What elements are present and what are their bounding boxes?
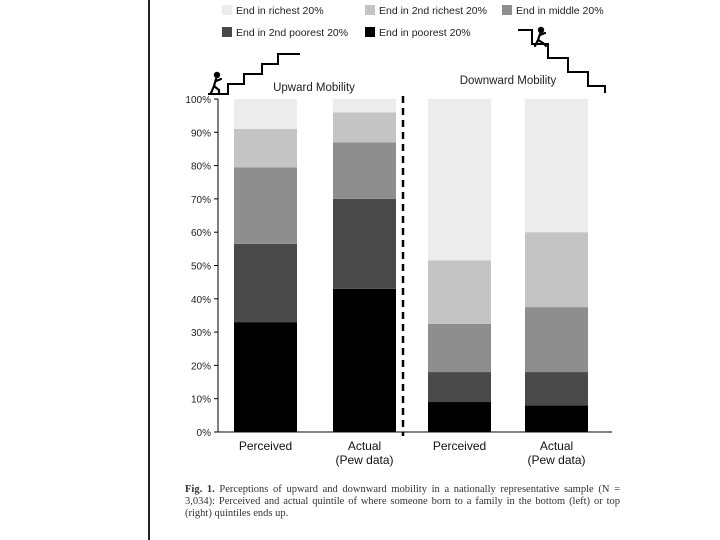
stair-icons	[208, 26, 606, 96]
bar-segment	[428, 323, 491, 373]
bar-segment	[333, 99, 396, 113]
x-category-label: Actual (Pew data)	[335, 439, 393, 467]
y-tick-label: 50%	[191, 262, 211, 273]
panel-title-2: Downward Mobility	[460, 75, 557, 87]
bar-segment	[234, 322, 297, 432]
y-axis: 0% 10% 20% 30% 40% 50% 60% 70% 80% 90% 100%	[185, 95, 219, 439]
bar-segment	[333, 112, 396, 143]
y-tick-label: 0%	[197, 428, 212, 439]
y-tick-label: 60%	[191, 228, 211, 239]
bar-segment	[234, 167, 297, 244]
x-category-label: Perceived	[433, 439, 486, 453]
legend-swatch	[222, 5, 232, 15]
figure-caption: Fig. 1. Perceptions of upward and downwa…	[185, 484, 620, 520]
person-climbing-icon	[209, 71, 223, 96]
x-category-label: Actual (Pew data)	[527, 439, 585, 467]
bar-segment	[525, 372, 588, 406]
x-category-line: (Pew data)	[335, 453, 393, 467]
bar-segment	[428, 372, 491, 403]
person-head	[213, 71, 221, 79]
legend-swatch	[365, 5, 375, 15]
bar-segment	[234, 99, 297, 129]
bar-segment	[333, 198, 396, 289]
bar-stack-4	[525, 99, 588, 432]
x-axis: Perceived Actual (Pew data)Perceived Actual…	[218, 431, 612, 467]
legend-label: End in poorest 20%	[379, 27, 471, 39]
bar-stack-3	[428, 99, 491, 432]
person-head	[537, 26, 545, 34]
person-body	[533, 31, 548, 48]
y-tick-label: 20%	[191, 361, 211, 372]
legend-swatch	[502, 5, 512, 15]
y-tick-label: 70%	[191, 195, 211, 206]
caption-label: Fig. 1.	[185, 484, 215, 495]
x-category-line: Actual	[348, 439, 381, 453]
legend-item-5: End in poorest 20%	[365, 27, 471, 39]
legend-item-2: End in 2nd richest 20%	[365, 5, 487, 17]
bar-segment	[428, 402, 491, 432]
y-tick-label: 90%	[191, 128, 211, 139]
legend-label: End in middle 20%	[516, 5, 604, 17]
legend-swatch	[365, 27, 375, 37]
bar-segment	[525, 99, 588, 233]
legend-label: End in 2nd poorest 20%	[236, 27, 348, 39]
bar-segment	[428, 99, 491, 261]
y-tick-label: 100%	[185, 95, 211, 106]
person-body	[209, 77, 223, 96]
bar-segment	[525, 405, 588, 432]
y-tick-label: 80%	[191, 162, 211, 173]
y-tick-label: 40%	[191, 295, 211, 306]
bar-segment	[428, 260, 491, 324]
legend-label: End in 2nd richest 20%	[379, 5, 487, 17]
bar-segment	[234, 243, 297, 323]
bar-segment	[333, 288, 396, 432]
y-tick-label: 10%	[191, 395, 211, 406]
caption-text: Perceptions of upward and downward mobil…	[185, 484, 620, 519]
legend-swatch	[222, 27, 232, 37]
x-category-label: Perceived	[239, 439, 292, 453]
page-edge-rule	[148, 0, 150, 540]
person-descending-icon	[533, 26, 548, 48]
legend-label: End in richest 20%	[236, 5, 324, 17]
bar-stack-2	[333, 99, 396, 432]
bar-segment	[234, 128, 297, 168]
upward-stairs-icon	[208, 53, 300, 95]
legend: End in richest 20% End in 2nd richest 20%…	[222, 5, 604, 39]
x-category-line: (Pew data)	[527, 453, 585, 467]
panel-title-1: Upward Mobility	[273, 82, 355, 94]
legend-item-4: End in 2nd poorest 20%	[222, 27, 348, 39]
bar-stack-1	[234, 99, 297, 432]
x-category-line: Perceived	[239, 439, 292, 453]
x-category-line: Perceived	[433, 439, 486, 453]
panel-titles: Upward Mobility Downward Mobility	[273, 75, 556, 94]
bar-segment	[333, 142, 396, 199]
bars	[234, 99, 588, 432]
legend-item-1: End in richest 20%	[222, 5, 324, 17]
bar-segment	[525, 307, 588, 373]
downward-stairs-icon	[518, 29, 606, 93]
x-category-line: Actual	[540, 439, 573, 453]
y-tick-label: 30%	[191, 328, 211, 339]
bar-segment	[525, 232, 588, 308]
legend-item-3: End in middle 20%	[502, 5, 604, 17]
